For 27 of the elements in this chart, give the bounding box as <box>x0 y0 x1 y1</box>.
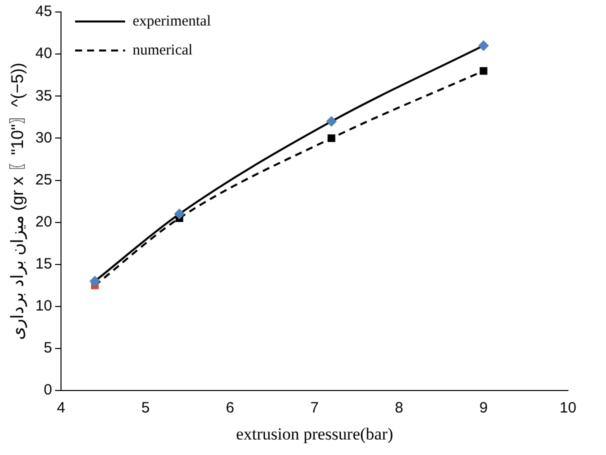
y-tick-label: 10 <box>35 298 52 315</box>
y-tick-label: 5 <box>44 340 52 357</box>
x-tick-label: 6 <box>226 400 234 417</box>
y-axis-title: میزان براد برداری (gr x 〖"10"〗^(−5)) <box>8 62 28 340</box>
point <box>326 116 336 126</box>
point <box>480 67 488 75</box>
y-tick-label: 35 <box>35 87 52 104</box>
x-tick-label: 7 <box>310 400 319 417</box>
y-tick-label: 15 <box>35 256 52 273</box>
y-tick-label: 20 <box>35 213 52 230</box>
y-tick-label: 25 <box>35 171 52 188</box>
x-axis-title: extrusion pressure(bar) <box>236 424 394 444</box>
legend-label: experimental <box>132 13 211 30</box>
y-tick-label: 0 <box>44 382 52 399</box>
point <box>478 40 489 51</box>
x-tick-label: 9 <box>479 400 488 417</box>
x-tick-label: 10 <box>560 400 576 417</box>
y-tick-label: 30 <box>35 129 52 146</box>
y-tick-label: 40 <box>35 45 52 62</box>
legend-label: numerical <box>132 42 193 58</box>
y-tick-label: 45 <box>35 3 52 20</box>
point <box>90 276 100 286</box>
x-tick-label: 5 <box>141 400 150 417</box>
point <box>328 134 336 142</box>
x-tick-label: 4 <box>56 400 66 417</box>
x-tick-label: 8 <box>394 400 404 417</box>
point <box>174 208 184 219</box>
